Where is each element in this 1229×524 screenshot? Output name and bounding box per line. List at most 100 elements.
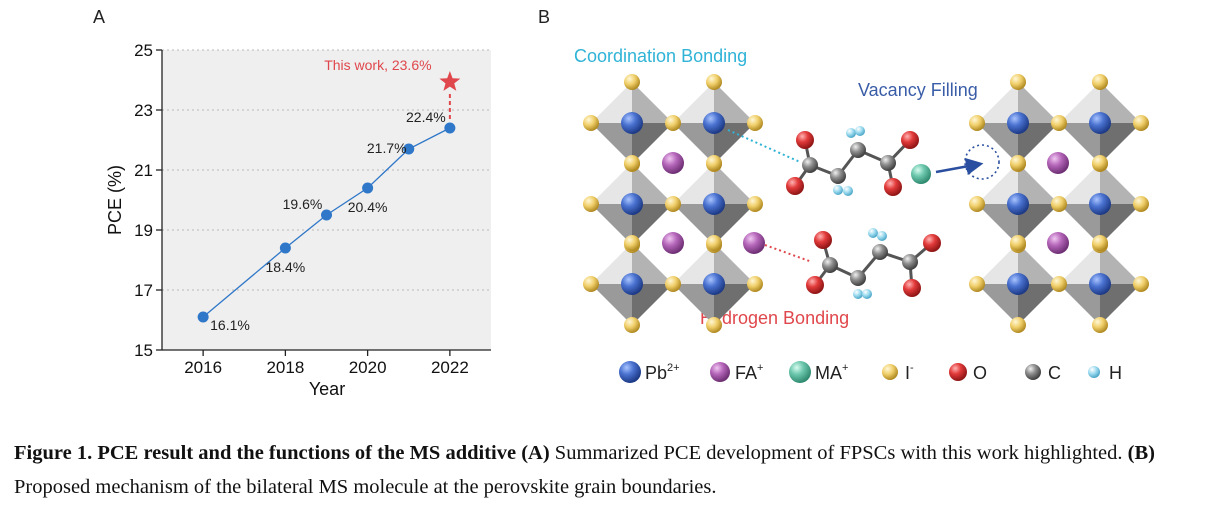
iodide-ion (747, 276, 763, 292)
fa-ion (1047, 232, 1069, 254)
series-line (202, 127, 451, 318)
iodide-ion (1051, 115, 1067, 131)
x-tick-label: 2020 (349, 358, 387, 377)
iodide-ion (583, 115, 599, 131)
iodide-ion (969, 196, 985, 212)
iodide-ion (706, 235, 722, 251)
plot-area (162, 50, 491, 350)
ma-ion (911, 164, 931, 184)
ms-molecule-bottom (806, 228, 941, 299)
caption-text-a: Summarized PCE development of FPSCs with… (549, 442, 1128, 464)
iodide-ion (624, 155, 640, 171)
figure-caption: Figure 1. PCE result and the functions o… (14, 436, 1219, 504)
legend-label-pb: Pb2+ (645, 362, 680, 383)
iodide-ion (1092, 317, 1108, 333)
iodide-ion (706, 317, 722, 333)
legend-swatch-c (1025, 364, 1041, 380)
iodide-ion (1092, 235, 1108, 251)
iodide-ion (1051, 276, 1067, 292)
iodide-ion (583, 276, 599, 292)
atom-legend: Pb2+ FA+ MA+ I- O C H (619, 361, 1122, 383)
legend-swatch-i (882, 364, 898, 380)
y-tick-label: 19 (134, 221, 153, 240)
pb-ion (1007, 273, 1029, 295)
data-label: 19.6% (283, 196, 323, 212)
x-tick-label: 2022 (431, 358, 469, 377)
iodide-ion (706, 155, 722, 171)
y-tick-label: 17 (134, 281, 153, 300)
iodide-ion (1092, 74, 1108, 90)
data-labels: 16.1% 18.4% 19.6% 20.4% 21.7% 22.4% (210, 109, 446, 333)
pb-ion (1089, 112, 1111, 134)
data-point (197, 311, 209, 323)
panel-a-label: A (93, 7, 105, 27)
data-label: 20.4% (348, 199, 388, 215)
iodide-ion (1010, 155, 1026, 171)
fa-ion (1047, 152, 1069, 174)
y-tick-label: 23 (134, 101, 153, 120)
iodide-ion (747, 196, 763, 212)
pb-ion (1089, 273, 1111, 295)
y-tick-label: 21 (134, 161, 153, 180)
perovskite-lattice-right (969, 74, 1149, 333)
caption-bold-b: (B) (1127, 442, 1155, 464)
legend-swatch-fa (710, 362, 730, 382)
data-point (362, 182, 374, 194)
figure-1: A 15 17 19 21 23 25 2016 2018 2020 2022 Year PCE… (93, 7, 1149, 399)
iodide-ion (583, 196, 599, 212)
y-tick-label: 15 (134, 341, 153, 360)
highlight-label: This work, 23.6% (324, 57, 431, 73)
hydrogen-bond-line (764, 244, 813, 263)
legend-swatch-o (949, 363, 967, 381)
fa-ion (743, 232, 765, 254)
legend-label-c: C (1048, 363, 1061, 383)
pb-ion (621, 112, 643, 134)
data-label: 22.4% (406, 109, 446, 125)
x-axis-label: Year (309, 379, 345, 399)
pb-ion (1007, 193, 1029, 215)
x-tick-label: 2016 (184, 358, 222, 377)
coordination-bonding-label: Coordination Bonding (574, 46, 747, 66)
iodide-ion (1051, 196, 1067, 212)
iodide-ion (665, 196, 681, 212)
data-point (444, 122, 456, 134)
pb-ion (621, 193, 643, 215)
fa-ion (662, 152, 684, 174)
legend-swatch-ma (789, 361, 811, 383)
vacancy-filling-label: Vacancy Filling (858, 80, 978, 100)
pb-ion (1089, 193, 1111, 215)
data-point (403, 143, 415, 155)
iodide-ion (1133, 196, 1149, 212)
legend-label-i: I- (905, 362, 914, 383)
iodide-ion (747, 115, 763, 131)
iodide-ion (665, 115, 681, 131)
iodide-ion (624, 235, 640, 251)
iodide-ion (624, 317, 640, 333)
iodide-ion (624, 74, 640, 90)
data-point (279, 242, 291, 254)
pb-ion (703, 273, 725, 295)
y-axis-label: PCE (%) (105, 165, 125, 235)
legend-label-o: O (973, 363, 987, 383)
pb-ion (703, 112, 725, 134)
iodide-ion (1133, 276, 1149, 292)
x-tick-label: 2018 (266, 358, 304, 377)
fa-ion (662, 232, 684, 254)
pce-chart: 15 17 19 21 23 25 2016 2018 2020 2022 Year PCE (… (105, 41, 491, 399)
legend-swatch-h (1088, 366, 1100, 378)
iodide-ion (1010, 74, 1026, 90)
legend-label-fa: FA+ (735, 362, 763, 383)
iodide-ion (1133, 115, 1149, 131)
iodide-ion (969, 276, 985, 292)
panel-b-label: B (538, 7, 550, 27)
legend-swatch-pb (619, 361, 641, 383)
data-label: 21.7% (367, 140, 407, 156)
data-label: 18.4% (266, 259, 306, 275)
coordination-bond-line (727, 129, 801, 163)
vacancy-site (964, 144, 1000, 180)
y-ticks: 15 17 19 21 23 25 (134, 41, 162, 360)
iodide-ion (1010, 235, 1026, 251)
iodide-ion (706, 74, 722, 90)
legend-label-ma: MA+ (815, 362, 848, 383)
iodide-ion (1092, 155, 1108, 171)
